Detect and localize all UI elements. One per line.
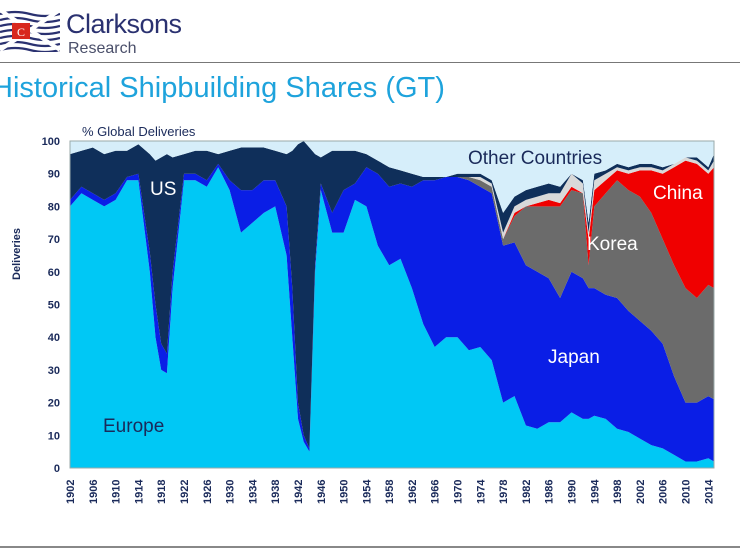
x-tick-label: 1978 [498, 480, 510, 504]
x-tick-label: 1998 [612, 480, 624, 504]
clarksons-logo: C [0, 8, 62, 54]
x-tick-label: 1950 [339, 480, 351, 504]
brand-subtitle: Research [68, 40, 137, 57]
page-title: Historical Shipbuilding Shares (GT) [0, 72, 445, 104]
x-tick-label: 1914 [133, 479, 145, 504]
x-tick-label: 1938 [270, 480, 282, 504]
series-label-china: China [653, 183, 703, 204]
y-tick-label: 80 [48, 201, 60, 213]
flag-logo-icon: C [0, 8, 62, 54]
y-tick-label: 30 [48, 365, 60, 377]
y-axis: 0 10 20 30 40 50 60 70 80 90 100 [42, 136, 60, 475]
x-tick-label: 1942 [293, 480, 305, 504]
y-tick-label: 70 [48, 234, 60, 246]
y-axis-label: Deliveries [11, 228, 23, 280]
x-tick-label: 1922 [179, 480, 191, 504]
x-tick-label: 1986 [544, 480, 556, 504]
area-japan [70, 163, 714, 462]
x-tick-label: 1962 [407, 480, 419, 504]
x-tick-label: 1994 [589, 479, 601, 504]
x-tick-label: 2014 [703, 479, 715, 504]
x-tick-label: 1946 [316, 480, 328, 504]
x-tick-label: 2006 [658, 480, 670, 504]
x-tick-label: 1966 [430, 480, 442, 504]
x-tick-label: 1958 [384, 480, 396, 504]
plot-frame [69, 140, 715, 469]
series-label-japan: Japan [548, 347, 600, 368]
y-tick-label: 0 [54, 463, 60, 475]
brand-name: Clarksons [66, 9, 182, 39]
x-axis: 1902 1906 1910 1914 1918 1922 1926 1930 1934 1938… [65, 479, 715, 504]
x-tick-label: 1982 [521, 480, 533, 504]
logo-letter: C [17, 25, 25, 39]
y-tick-label: 50 [48, 300, 60, 312]
x-tick-label: 1926 [202, 480, 214, 504]
x-tick-label: 1954 [361, 479, 373, 504]
x-tick-label: 1918 [156, 480, 168, 504]
y-tick-label: 100 [42, 136, 60, 148]
y-tick-label: 60 [48, 267, 60, 279]
area-china [70, 160, 714, 449]
header-divider [0, 62, 740, 63]
chart-subtitle: % Global Deliveries [82, 124, 196, 139]
x-tick-label: 1990 [567, 480, 579, 504]
y-tick-label: 40 [48, 332, 60, 344]
x-tick-label: 1934 [247, 479, 259, 504]
x-tick-label: 1906 [88, 480, 100, 504]
area-us [70, 141, 714, 449]
area-europe [70, 167, 714, 468]
y-tick-label: 90 [48, 169, 60, 181]
x-tick-label: 1970 [453, 480, 465, 504]
y-tick-label: 10 [48, 430, 60, 442]
y-tick-label: 20 [48, 398, 60, 410]
footer-divider [0, 546, 740, 548]
chart-areas [70, 141, 714, 468]
x-tick-label: 2010 [681, 480, 693, 504]
x-tick-label: 2002 [635, 480, 647, 504]
x-tick-label: 1902 [65, 480, 77, 504]
series-label-us: US [150, 179, 176, 200]
series-label-other-countries: Other Countries [468, 148, 602, 169]
x-tick-label: 1974 [475, 479, 487, 504]
x-tick-label: 1930 [225, 480, 237, 504]
area-other-countries [70, 141, 714, 223]
series-label-korea: Korea [587, 234, 638, 255]
series-label-europe: Europe [103, 416, 164, 437]
area-korea [70, 163, 714, 449]
x-tick-label: 1910 [111, 480, 123, 504]
